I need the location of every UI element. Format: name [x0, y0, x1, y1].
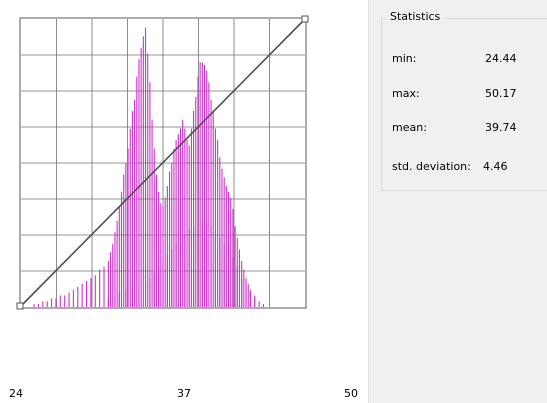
stat-max-label: max:: [392, 87, 420, 100]
histogram-plot-area: 24 37 50: [0, 0, 368, 403]
transfer-curve-line[interactable]: [20, 18, 306, 307]
statistics-title: Statistics: [387, 10, 444, 23]
square-handle-icon[interactable]: [16, 302, 24, 310]
stat-std-deviation-label: std. deviation:: [392, 160, 471, 173]
statistics-group-box: [381, 18, 547, 191]
stat-min-label: min:: [392, 52, 417, 65]
square-handle-icon[interactable]: [301, 15, 309, 23]
stat-min-value: 24.44: [485, 52, 517, 65]
statistics-panel: Statistics min: 24.44 max: 50.17 mean: 3…: [368, 0, 547, 403]
stat-mean-value: 39.74: [485, 121, 517, 134]
x-axis-tick-mid: 37: [177, 387, 191, 400]
histogram-chart[interactable]: [0, 0, 368, 403]
stat-mean-label: mean:: [392, 121, 427, 134]
x-axis-tick-max: 50: [344, 387, 358, 400]
histogram-overlay-bars: [107, 220, 256, 307]
x-axis-tick-min: 24: [9, 387, 23, 400]
stat-std-deviation-value: 4.46: [483, 160, 508, 173]
stat-max-value: 50.17: [485, 87, 517, 100]
